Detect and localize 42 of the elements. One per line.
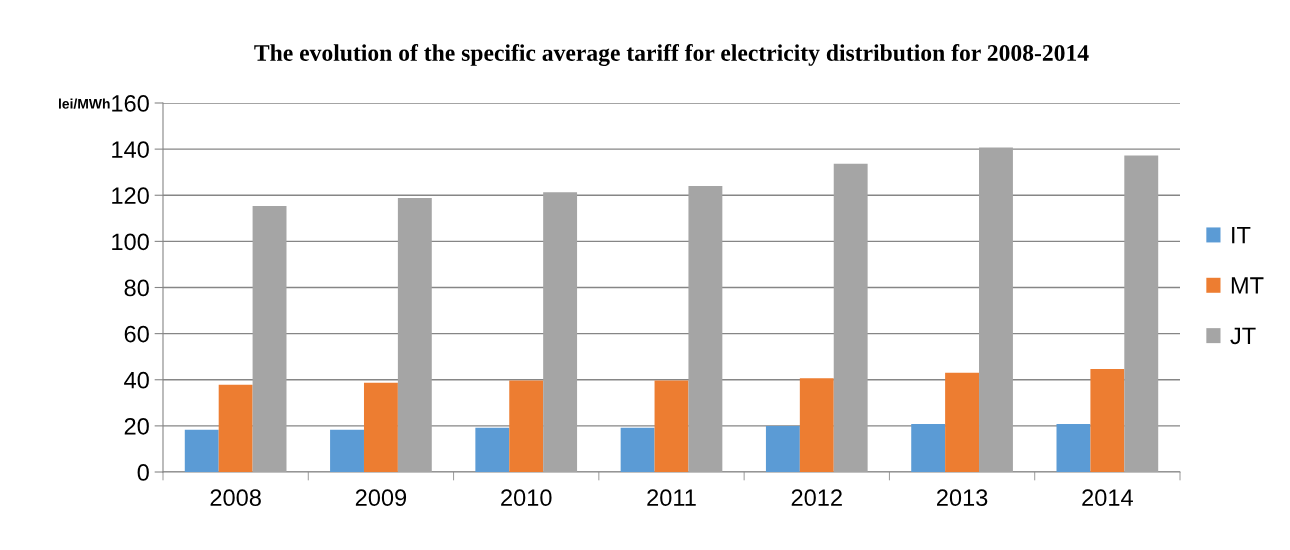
bar xyxy=(765,425,800,472)
bar xyxy=(543,192,578,472)
bar xyxy=(979,147,1013,472)
y-axis-title: lei/MWh xyxy=(58,98,110,109)
bar xyxy=(252,206,287,472)
x-tick-label: 2014 xyxy=(1082,489,1133,507)
bar xyxy=(1056,424,1091,472)
bar xyxy=(475,427,510,472)
chart-title: The evolution of the specific average tariff for electricity distribution for 2008-2014 xyxy=(254,44,1089,66)
y-tick-label: 40 xyxy=(124,371,149,389)
x-tick-label: 2010 xyxy=(501,489,552,507)
bar xyxy=(330,429,364,472)
bar xyxy=(363,382,398,472)
bar xyxy=(620,427,655,472)
x-tick-label: 2009 xyxy=(355,489,407,507)
y-tick-label: 80 xyxy=(124,279,149,297)
y-tick-label: 140 xyxy=(112,141,149,158)
y-tick-label: 60 xyxy=(124,325,149,343)
bar xyxy=(1124,155,1159,472)
bar xyxy=(945,372,980,472)
bar xyxy=(218,384,253,472)
y-tick-label: 160 xyxy=(112,95,149,112)
bar xyxy=(184,429,219,472)
bar xyxy=(654,380,689,472)
x-tick-label: 2012 xyxy=(791,489,842,507)
bar xyxy=(688,186,723,472)
y-tick-label: 120 xyxy=(112,187,149,205)
legend-label: IT xyxy=(1232,227,1251,244)
x-tick-label: 2011 xyxy=(647,489,696,507)
y-tick-label: 20 xyxy=(124,417,149,435)
legend-label: MT xyxy=(1231,277,1264,294)
bar xyxy=(833,163,868,472)
y-tick-label: 100 xyxy=(112,233,149,251)
y-tick-label: 0 xyxy=(137,464,149,481)
bar xyxy=(397,198,432,472)
bar xyxy=(911,424,946,472)
x-tick-label: 2008 xyxy=(210,489,261,507)
x-tick-label: 2013 xyxy=(937,489,988,507)
legend-label: JT xyxy=(1230,327,1256,345)
bar xyxy=(1090,368,1125,472)
bar xyxy=(799,378,834,472)
bar xyxy=(509,380,544,472)
